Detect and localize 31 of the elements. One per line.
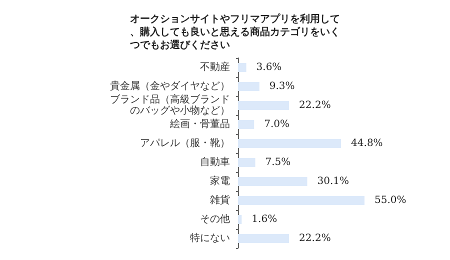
y-tick-label: 特にない xyxy=(190,232,230,244)
data-label: 7.0% xyxy=(264,119,290,130)
data-label: 22.2% xyxy=(299,233,331,244)
bar xyxy=(238,196,364,205)
chart-title: オークションサイトやフリマアプリを利用して、購入しても良いと思える商品カテゴリをいくつでもお選びください xyxy=(129,13,340,51)
y-tick-label: 貴金属（金やダイヤなど） xyxy=(110,80,230,92)
y-tick-label: ブランド品（高級ブランドのバッグや小物など） xyxy=(110,94,230,116)
bar xyxy=(238,139,342,148)
bar xyxy=(238,234,290,243)
data-label: 30.1% xyxy=(317,176,350,187)
y-tick-label: 家電 xyxy=(210,175,230,187)
y-tick-label: アパレル（服・靴） xyxy=(140,137,230,149)
bar xyxy=(238,101,290,110)
data-label: 22.2% xyxy=(299,100,331,111)
data-label: 1.6% xyxy=(252,214,278,225)
data-label: 9.3% xyxy=(269,81,295,92)
bar xyxy=(238,82,260,91)
y-tick-label: 絵画・骨董品 xyxy=(169,118,230,130)
data-label: 7.5% xyxy=(265,157,291,168)
bar xyxy=(238,158,256,167)
y-tick-label: 自動車 xyxy=(200,156,230,168)
y-tick-label: その他 xyxy=(200,213,230,225)
y-tick-label: 不動産 xyxy=(200,61,230,73)
bar xyxy=(238,63,246,72)
data-label: 3.6% xyxy=(256,62,282,73)
bar xyxy=(238,215,242,224)
data-label: 55.0% xyxy=(374,195,406,206)
bar xyxy=(238,177,308,186)
bar xyxy=(238,120,254,129)
data-label: 44.8% xyxy=(351,138,383,149)
y-tick-label: 雑貨 xyxy=(210,194,230,206)
